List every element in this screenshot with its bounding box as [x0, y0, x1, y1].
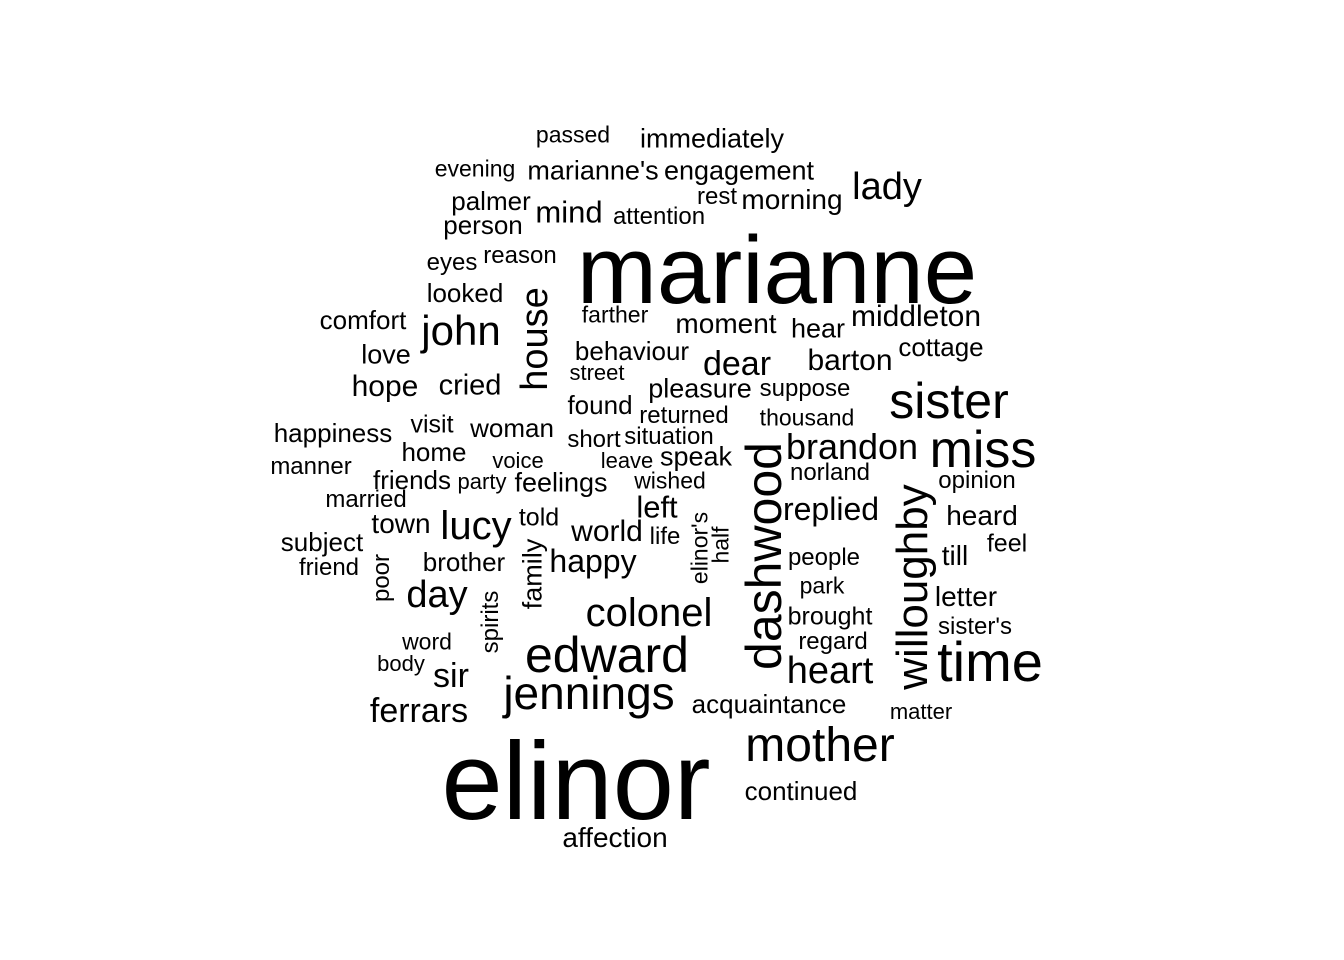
word-edward: edward [525, 627, 689, 683]
word-voice: voice [492, 448, 544, 473]
word-married: married [325, 486, 407, 513]
word-visit: visit [410, 410, 454, 439]
word-brother: brother [422, 547, 506, 577]
word-speak: speak [659, 441, 733, 472]
word-ferrars: ferrars [369, 692, 469, 730]
word-comfort: comfort [319, 305, 407, 335]
word-home: home [401, 437, 467, 467]
word-leave: leave [600, 448, 654, 473]
word-short: short [567, 426, 621, 453]
word-house: house [514, 287, 556, 391]
word-acquaintance: acquaintance [691, 689, 847, 719]
word-engagement: engagement [663, 155, 815, 186]
word-family: family [517, 538, 548, 610]
word-wished: wished [634, 467, 706, 494]
word-mind: mind [535, 194, 603, 230]
word-spirits: spirits [477, 590, 504, 654]
word-evening: evening [434, 155, 516, 182]
word-reason: reason [483, 242, 557, 269]
word-affection: affection [562, 822, 668, 853]
word-sister-s: sister's [938, 613, 1012, 640]
word-lady: lady [852, 166, 922, 208]
word-manner: manner [270, 453, 352, 480]
word-norland: norland [789, 459, 871, 486]
word-happy: happy [549, 543, 637, 579]
word-willoughby: willoughby [888, 484, 937, 690]
word-middleton: middleton [850, 300, 982, 333]
word-life: life [649, 523, 681, 550]
word-friends: friends [372, 465, 452, 495]
word-party: party [457, 469, 507, 494]
word-situation: situation [624, 423, 714, 450]
word-feel: feel [986, 529, 1028, 558]
word-sir: sir [433, 657, 469, 695]
word-jennings: jennings [503, 667, 675, 719]
word-happiness: happiness [273, 418, 393, 448]
word-suppose: suppose [759, 375, 851, 402]
word-john: john [421, 307, 501, 354]
word-letter: letter [934, 581, 998, 612]
word-barton: barton [807, 344, 893, 377]
word-miss: miss [929, 421, 1037, 479]
word-street: street [569, 360, 625, 385]
word-people: people [787, 544, 861, 571]
word-morning: morning [741, 184, 843, 215]
word-colonel: colonel [585, 591, 713, 635]
word-cottage: cottage [898, 332, 984, 362]
word-till: till [941, 540, 969, 571]
word-immediately: immediately [639, 123, 785, 154]
word-heard: heard [946, 500, 1018, 531]
word-attention: attention [612, 203, 706, 230]
word-sister: sister [889, 373, 1009, 429]
word-park: park [799, 572, 845, 599]
word-body: body [377, 651, 425, 676]
word-regard: regard [798, 628, 868, 655]
word-left: left [636, 489, 678, 525]
word-dashwood: dashwood [736, 442, 792, 670]
word-love: love [361, 339, 411, 370]
word-brought: brought [787, 602, 873, 631]
word-moment: moment [675, 308, 777, 339]
word-word: word [402, 628, 452, 655]
word-opinion: opinion [938, 467, 1016, 494]
word-hope: hope [351, 370, 419, 403]
word-behaviour: behaviour [574, 336, 690, 366]
word-palmer: palmer [451, 186, 531, 216]
word-lucy: lucy [440, 504, 512, 548]
word-day: day [406, 574, 468, 616]
word-found: found [567, 390, 633, 420]
word-passed: passed [535, 121, 611, 148]
word-replied: replied [782, 491, 880, 527]
word-dear: dear [702, 345, 772, 383]
word-marianne-s: marianne's [527, 155, 659, 186]
word-rest: rest [696, 183, 738, 210]
word-cried: cried [438, 369, 502, 402]
word-eyes: eyes [426, 249, 478, 276]
word-continued: continued [744, 776, 858, 806]
word-woman: woman [470, 413, 554, 443]
word-pleasure: pleasure [648, 373, 752, 404]
word-matter: matter [889, 699, 953, 724]
word-town: town [371, 508, 431, 539]
word-poor: poor [368, 553, 395, 603]
word-subject: subject [280, 527, 364, 557]
word-brandon: brandon [785, 426, 919, 467]
word-mother: mother [745, 719, 895, 772]
word-time: time [937, 630, 1043, 693]
word-elinor: elinor [441, 720, 711, 843]
word-looked: looked [426, 278, 504, 308]
word-person: person [443, 210, 523, 240]
word-hear: hear [790, 313, 846, 344]
word-heart: heart [786, 650, 874, 692]
word-marianne: marianne [576, 217, 978, 324]
word-feelings: feelings [514, 467, 608, 498]
word-told: told [518, 503, 560, 532]
word-half: half [707, 526, 734, 564]
word-returned: returned [639, 402, 729, 429]
word-thousand: thousand [759, 404, 855, 431]
word-farther: farther [581, 301, 649, 328]
word-friend: friend [298, 554, 360, 581]
word-world: world [571, 515, 643, 548]
